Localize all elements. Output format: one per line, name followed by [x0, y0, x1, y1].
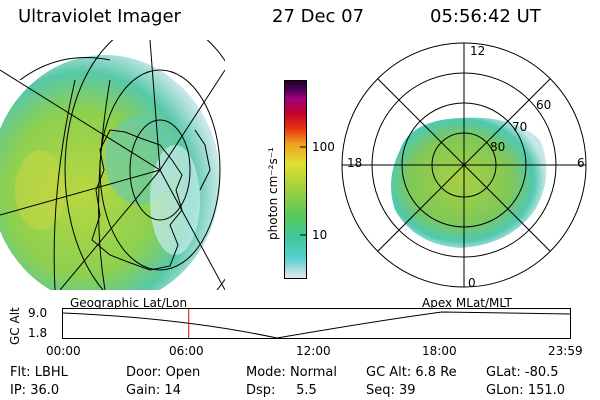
status-flt: Flt: LBHL — [10, 365, 68, 380]
altitude-curve — [62, 311, 571, 339]
mlt-label-6: 6 — [577, 156, 585, 170]
geographic-image — [0, 40, 225, 290]
colorbar — [284, 80, 307, 279]
status-ip: IP: 36.0 — [10, 383, 60, 398]
timeline-xtick-2: 12:00 — [296, 344, 331, 358]
timeline-xtick-0: 00:00 — [46, 344, 81, 358]
timeline-plot — [62, 308, 571, 339]
mlt-label-18: 18 — [347, 156, 363, 170]
status-gain: Gain: 14 — [126, 383, 181, 398]
status-mode: Mode: Normal — [246, 365, 337, 380]
status-door: Door: Open — [126, 365, 201, 380]
polar-plot — [341, 42, 587, 288]
timeline-xtick-3: 18:00 — [422, 344, 457, 358]
instrument-title: Ultraviolet Imager — [18, 6, 181, 27]
colorbar-unit-label: photon cm⁻²s⁻¹ — [266, 147, 280, 240]
status-glat: GLat: -80.5 — [486, 365, 559, 380]
mlt-label-0: 0 — [468, 276, 476, 290]
timeline-axis-title: GC Alt — [8, 307, 22, 345]
mlt-label-12: 12 — [470, 44, 486, 58]
lat-label-70: 70 — [512, 120, 528, 134]
timeline-xtick-1: 06:00 — [169, 344, 204, 358]
status-seq: Seq: 39 — [366, 383, 416, 398]
timeline-right-label: Apex MLat/MLT — [422, 296, 512, 310]
timeline-left-label: Geographic Lat/Lon — [70, 296, 188, 310]
observation-date: 27 Dec 07 — [272, 6, 365, 27]
timeline-xtick-4: 23:59 — [548, 344, 583, 358]
observation-time: 05:56:42 UT — [430, 6, 541, 27]
status-dsp: Dsp: 5.5 — [246, 383, 317, 398]
coastline — [91, 129, 183, 271]
auroral-oval — [391, 117, 547, 248]
lat-label-60: 60 — [536, 98, 552, 112]
timeline-ytick-max: 9.0 — [28, 306, 48, 320]
status-glon: GLon: 151.0 — [486, 383, 566, 398]
colorbar-tick-100: 100 — [312, 140, 335, 154]
status-gcalt: GC Alt: 6.8 Re — [366, 365, 457, 380]
timeline-ytick-min: 1.8 — [28, 326, 48, 340]
lat-label-80: 80 — [490, 140, 506, 154]
colorbar-tick-10: 10 — [312, 228, 328, 242]
